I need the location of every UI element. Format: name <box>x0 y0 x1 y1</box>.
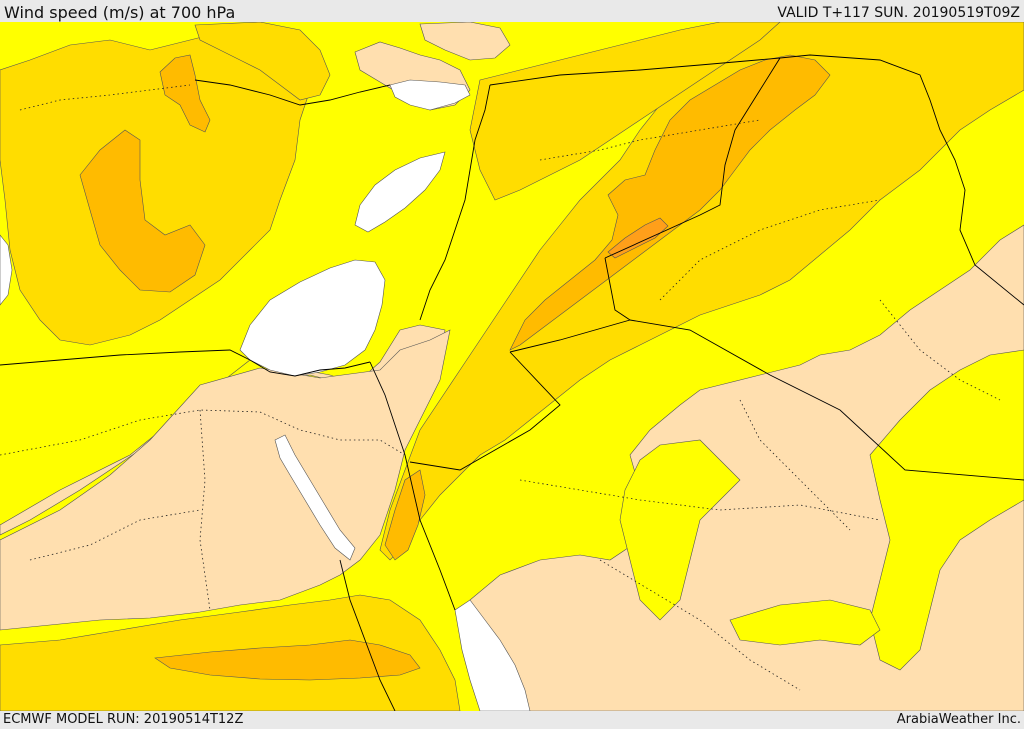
calm-red-sea-south <box>454 599 531 711</box>
light-wind-north-east-patch <box>419 22 511 61</box>
fresh-wind-iraq-north <box>469 22 781 201</box>
very-strong-wind-core <box>607 217 669 259</box>
wind-speed-map <box>0 22 1024 711</box>
coast-levant <box>419 84 491 321</box>
map-title: Wind speed (m/s) at 700 hPa <box>4 3 236 22</box>
light-wind-sinai <box>0 329 451 631</box>
strong-wind-north-patch <box>159 54 211 133</box>
valid-time: VALID T+117 SUN. 20190519T09Z <box>777 5 1020 21</box>
map-footer: ECMWF MODEL RUN: 20190514T12Z ArabiaWeat… <box>0 711 1024 729</box>
calm-black-sea-edge <box>389 79 471 111</box>
country-borders <box>0 54 1024 711</box>
fresh-wind-levant-jet <box>379 22 1024 561</box>
border-iraq-iran <box>779 54 1024 306</box>
credit-label: ArabiaWeather Inc. <box>896 712 1021 727</box>
coast-red-sea-east <box>404 454 456 611</box>
calm-red-sea-north <box>274 434 356 561</box>
calm-west-edge <box>0 234 13 306</box>
model-run-label: ECMWF MODEL RUN: 20190514T12Z <box>3 712 244 727</box>
calm-eastern-mediterranean <box>239 259 386 377</box>
admin-boundaries <box>0 84 1001 691</box>
coast-egypt-north <box>0 349 371 377</box>
map-header: Wind speed (m/s) at 700 hPa VALID T+117 … <box>0 0 1024 22</box>
moderate-wind-arabia-tongue <box>869 349 1024 671</box>
border-saudi-iraq <box>629 319 1024 481</box>
border-egypt-israel <box>369 361 406 456</box>
strong-wind-mediterranean <box>79 129 206 293</box>
fresh-wind-mediterranean <box>0 29 311 346</box>
coast-turkey-south <box>194 79 391 106</box>
moderate-wind-arabia-band <box>729 599 881 646</box>
coast-red-sea-west <box>339 559 396 711</box>
moderate-wind-arabia-south <box>619 439 741 621</box>
fresh-wind-turkey <box>194 22 331 101</box>
border-syria-iraq <box>489 57 781 259</box>
strong-wind-south-band <box>154 639 421 681</box>
strong-wind-sinai-tongue <box>384 469 426 561</box>
border-jordan-saudi <box>409 351 561 471</box>
strong-wind-levant-jet <box>509 54 831 351</box>
calm-cyprus-area <box>354 151 446 233</box>
